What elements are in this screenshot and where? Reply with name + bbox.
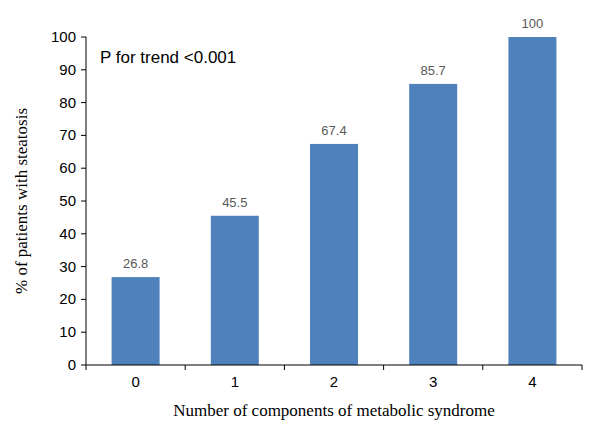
y-axis-label: % of patients with steatosis	[12, 108, 31, 294]
annotation: P for trend <0.001	[100, 48, 236, 67]
y-tick	[81, 266, 86, 267]
x-tick	[284, 365, 285, 370]
y-tick-label: 80	[59, 94, 76, 111]
bar	[211, 216, 259, 365]
y-tick	[81, 201, 86, 202]
y-tick-label: 30	[59, 258, 76, 275]
x-tick	[185, 365, 186, 370]
y-tick	[81, 69, 86, 70]
y-tick-label: 70	[59, 126, 76, 143]
data-label: 67.4	[321, 123, 346, 138]
x-tick-label: 0	[131, 373, 139, 390]
y-tick	[81, 102, 86, 103]
x-axis-label: Number of components of metabolic syndro…	[173, 401, 495, 420]
x-axis	[86, 365, 582, 366]
x-tick	[383, 365, 384, 370]
x-tick	[582, 365, 583, 370]
y-tick-label: 90	[59, 61, 76, 78]
y-tick	[81, 135, 86, 136]
data-label: 45.5	[222, 195, 247, 210]
y-tick	[81, 233, 86, 234]
y-tick	[81, 365, 86, 366]
chart-svg: 010203040506070809010026.845.567.485.710…	[0, 0, 594, 439]
y-tick-label: 10	[59, 323, 76, 340]
y-tick	[81, 332, 86, 333]
x-tick-label: 1	[231, 373, 239, 390]
data-label: 26.8	[123, 256, 148, 271]
bar	[112, 277, 160, 365]
data-label: 100	[522, 16, 544, 31]
bar	[310, 144, 358, 365]
bars	[112, 37, 557, 365]
x-tick-label: 2	[330, 373, 338, 390]
data-label: 85.7	[421, 63, 446, 78]
y-tick-label: 60	[59, 159, 76, 176]
y-tick-label: 100	[51, 28, 76, 45]
y-axis	[86, 37, 87, 365]
y-tick-label: 50	[59, 192, 76, 209]
bar	[508, 37, 556, 365]
y-tick	[81, 37, 86, 38]
bar	[409, 84, 457, 365]
x-tick-label: 4	[528, 373, 536, 390]
y-tick-label: 40	[59, 225, 76, 242]
y-tick-label: 20	[59, 290, 76, 307]
y-tick	[81, 168, 86, 169]
y-tick-label: 0	[68, 356, 76, 373]
x-tick	[86, 365, 87, 370]
x-tick	[482, 365, 483, 370]
y-tick	[81, 299, 86, 300]
chart-container: 010203040506070809010026.845.567.485.710…	[0, 0, 594, 439]
x-tick-label: 3	[429, 373, 437, 390]
